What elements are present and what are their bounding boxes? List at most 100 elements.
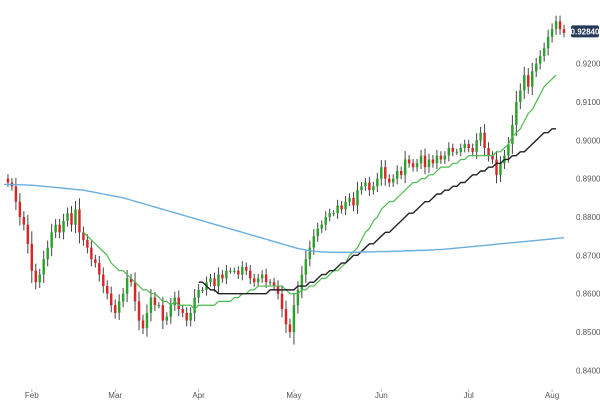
- candle-up: [121, 293, 125, 302]
- candle-down: [22, 217, 26, 225]
- candle-up: [443, 155, 447, 160]
- candle-up: [328, 213, 331, 218]
- candle-up: [50, 232, 53, 248]
- candle-down: [34, 270, 37, 283]
- candle-up: [538, 55, 542, 64]
- candle-down: [213, 278, 216, 287]
- candle-down: [98, 263, 101, 275]
- candle-up: [324, 217, 327, 225]
- candle-up: [62, 220, 65, 233]
- candle-down: [467, 144, 470, 148]
- candle-up: [348, 197, 351, 202]
- candle-up: [296, 289, 300, 306]
- candle-down: [137, 301, 141, 321]
- candle-up: [149, 297, 153, 313]
- candle-down: [288, 324, 292, 333]
- last-price-tag-background: [571, 25, 599, 38]
- candle-up: [391, 178, 395, 183]
- candle-down: [384, 167, 387, 179]
- candle-up: [427, 159, 431, 168]
- candle-down: [352, 197, 355, 206]
- candle-down: [368, 182, 371, 191]
- candle-down: [109, 293, 113, 306]
- candle-up: [169, 305, 173, 317]
- candle-up: [193, 297, 196, 313]
- candle-up: [415, 163, 419, 168]
- candle-down: [423, 155, 427, 168]
- candle-up: [74, 209, 77, 225]
- time-tick-label: Mar: [108, 391, 122, 400]
- candle-up: [209, 278, 212, 283]
- candle-up: [308, 247, 312, 260]
- candle-up: [189, 312, 192, 321]
- candle-down: [221, 274, 224, 279]
- candle-up: [54, 224, 57, 233]
- candle-down: [491, 155, 494, 160]
- candle-up: [225, 270, 228, 279]
- candle-up: [197, 289, 200, 298]
- candle-up: [534, 63, 538, 72]
- candle-up: [507, 144, 510, 156]
- candle-up: [312, 236, 316, 248]
- candle-up: [336, 205, 339, 214]
- last-price-tag: 0.92840: [571, 25, 600, 38]
- candle-up: [364, 182, 367, 187]
- time-tick-label: Apr: [192, 391, 205, 400]
- candle-down: [527, 75, 530, 87]
- candles-group: [6, 15, 566, 345]
- candle-up: [542, 48, 546, 56]
- candle-down: [102, 274, 105, 287]
- candle-up: [292, 305, 296, 333]
- candle-down: [272, 282, 276, 287]
- candle-down: [153, 297, 157, 306]
- candle-up: [356, 190, 359, 206]
- candle-down: [181, 309, 184, 313]
- candle-up: [419, 155, 423, 164]
- time-axis: Feb Mar Apr May Jun Jul Aug: [25, 389, 559, 400]
- candle-down: [14, 186, 18, 202]
- candle-down: [562, 29, 566, 33]
- candle-up: [403, 159, 407, 175]
- last-price-label: 0.92840: [571, 27, 600, 36]
- candle-up: [201, 289, 204, 291]
- candle-up: [229, 270, 232, 272]
- time-tick-label: Aug: [545, 391, 559, 400]
- candle-down: [129, 278, 133, 283]
- candle-down: [280, 293, 284, 310]
- candle-down: [58, 224, 61, 233]
- candle-up: [332, 213, 335, 215]
- candle-up: [475, 140, 478, 152]
- candle-down: [284, 309, 288, 325]
- candle-up: [546, 36, 550, 49]
- candle-down: [388, 178, 391, 183]
- candle-up: [256, 278, 260, 283]
- candle-up: [260, 274, 264, 279]
- candle-up: [66, 213, 69, 221]
- candle-down: [249, 270, 252, 279]
- candle-down: [252, 278, 256, 283]
- candle-down: [177, 297, 180, 310]
- candle-down: [133, 282, 137, 302]
- candle-up: [499, 163, 502, 175]
- candle-up: [459, 147, 462, 152]
- candle-up: [455, 151, 459, 153]
- candle-up: [463, 144, 466, 148]
- candle-down: [6, 178, 10, 183]
- candle-down: [78, 209, 81, 233]
- candle-up: [42, 259, 45, 275]
- candle-down: [82, 232, 85, 241]
- candle-down: [471, 147, 474, 152]
- candle-up: [511, 124, 514, 145]
- candle-down: [113, 305, 117, 313]
- candle-up: [344, 201, 347, 210]
- candle-down: [439, 155, 443, 160]
